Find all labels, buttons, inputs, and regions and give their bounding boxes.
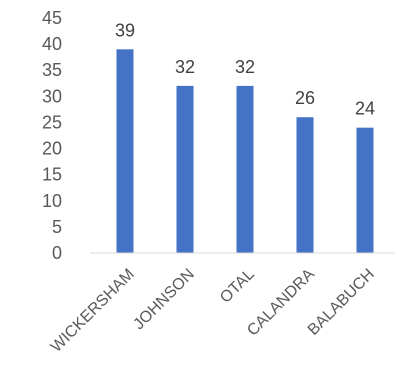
y-tick-label: 0 xyxy=(52,243,62,263)
y-tick-label: 10 xyxy=(42,191,62,211)
y-tick-label: 30 xyxy=(42,86,62,106)
data-label: 24 xyxy=(355,99,375,119)
y-tick-label: 25 xyxy=(42,112,62,132)
data-label: 39 xyxy=(115,20,135,40)
data-label: 32 xyxy=(235,57,255,77)
data-label: 26 xyxy=(295,88,315,108)
bar xyxy=(236,85,254,253)
y-axis-ticks: 0 5 10 15 20 25 30 35 40 45 xyxy=(42,8,62,263)
bar xyxy=(296,117,314,253)
y-tick-label: 35 xyxy=(42,60,62,80)
data-label: 32 xyxy=(175,57,195,77)
y-tick-label: 40 xyxy=(42,34,62,54)
y-tick-label: 15 xyxy=(42,165,62,185)
bar xyxy=(176,85,194,253)
y-tick-label: 5 xyxy=(52,217,62,237)
y-tick-label: 45 xyxy=(42,8,62,28)
x-tick-label: JOHNSON xyxy=(130,266,197,333)
bars xyxy=(116,49,374,254)
y-tick-label: 20 xyxy=(42,139,62,159)
x-tick-label: WICKERSHAM xyxy=(48,266,138,356)
bar xyxy=(116,49,134,254)
bar xyxy=(356,127,374,253)
x-tick-label: OTAL xyxy=(217,266,258,307)
data-labels: 39 32 32 26 24 xyxy=(115,20,375,118)
